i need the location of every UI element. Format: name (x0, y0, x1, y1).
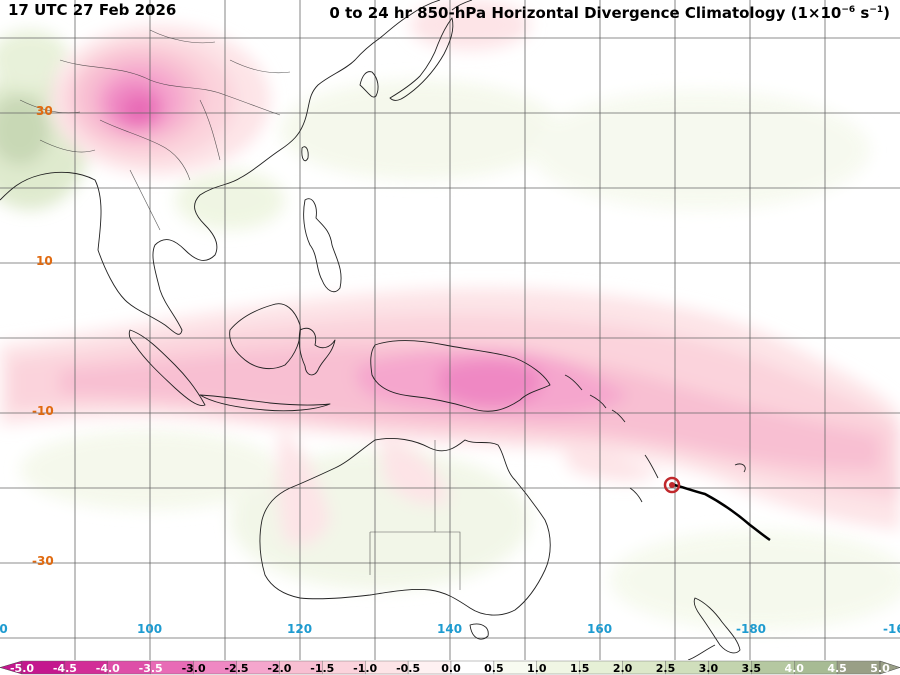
colorbar-tick-label: 0.0 (441, 662, 461, 675)
colorbar-swatches (0, 660, 900, 675)
colorbar-tick-label: -0.5 (396, 662, 420, 675)
colorbar-tick-label: -3.5 (139, 662, 163, 675)
lat-label-minus10: -10 (32, 404, 54, 418)
colorbar-tick-label: 2.5 (656, 662, 676, 675)
colorbar-tick-label: -1.0 (353, 662, 377, 675)
colorbar-tick-label: -1.5 (310, 662, 334, 675)
colorbar-tick-label: 5.0 (870, 662, 890, 675)
map-title: 0 to 24 hr 850-hPa Horizontal Divergence… (329, 4, 890, 22)
title-main: 0 to 24 hr 850-hPa Horizontal Divergence… (329, 4, 842, 22)
title-end: ) (883, 4, 890, 22)
colorbar-tick-label: 4.0 (784, 662, 804, 675)
lon-label-minus160: -160 (883, 622, 900, 636)
colorbar-tick-label: 0.5 (484, 662, 504, 675)
lon-label-minus180: -180 (736, 622, 767, 636)
colorbar-tick-label: -4.5 (53, 662, 77, 675)
colorbar-tick-label: -3.0 (182, 662, 206, 675)
country-borders (19, 29, 461, 590)
lon-label-80: 80 (0, 622, 8, 636)
lon-label-140: 140 (437, 622, 463, 636)
coastlines (0, 0, 746, 660)
colorbar-tick-label: -2.5 (224, 662, 248, 675)
colorbar-tick-label: 1.5 (570, 662, 590, 675)
lat-label-minus30: -30 (32, 554, 54, 568)
lat-label-10: 10 (36, 254, 53, 268)
colorbar: -5.0 -4.5 -4.0 -3.5 -3.0 -2.5 -2.0 -1.5 -1.0 -0.5… (0, 660, 900, 675)
colorbar-tick-label: -2.0 (267, 662, 291, 675)
divergence-map (0, 0, 900, 660)
lon-label-100: 100 (137, 622, 163, 636)
lat-lon-grid (0, 0, 900, 660)
colorbar-tick-label: -4.0 (96, 662, 120, 675)
title-exponent: −6 (841, 5, 856, 15)
colorbar-tick-label: 3.5 (742, 662, 762, 675)
colorbar-tick-label: 3.0 (699, 662, 719, 675)
valid-time: 17 UTC 27 Feb 2026 (8, 1, 177, 19)
colorbar-tick-label: 1.0 (527, 662, 547, 675)
colorbar-tick-label: 4.5 (827, 662, 847, 675)
lat-label-30: 30 (36, 104, 53, 118)
colorbar-tick-label: 2.0 (613, 662, 633, 675)
colorbar-tick-label: -5.0 (10, 662, 34, 675)
colorbar-labels: -5.0 -4.5 -4.0 -3.5 -3.0 -2.5 -2.0 -1.5 -1.0 -0.5… (10, 662, 890, 675)
storm-track (663, 476, 771, 542)
title-unit-exponent: −1 (869, 5, 884, 15)
title-unit: s (855, 4, 870, 22)
colorbar-max-arrow (879, 660, 900, 675)
lon-label-160: 160 (587, 622, 613, 636)
lon-label-120: 120 (287, 622, 313, 636)
